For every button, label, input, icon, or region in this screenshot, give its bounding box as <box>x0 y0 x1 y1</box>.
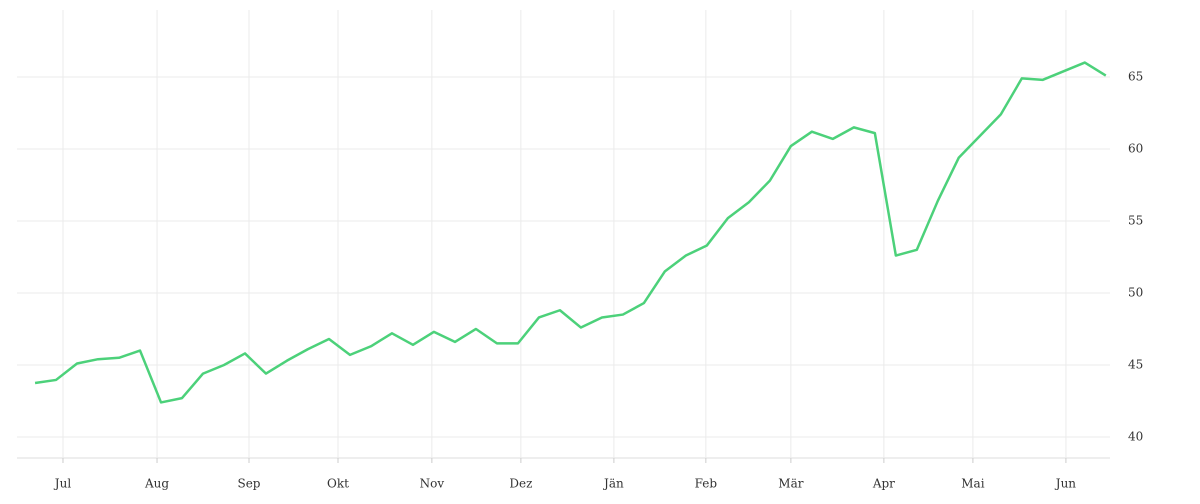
y-tick-label: 50 <box>1128 285 1143 299</box>
x-tick-label: Nov <box>420 477 445 491</box>
x-tick-label: Aug <box>144 477 169 491</box>
x-tick-label: Jun <box>1054 477 1077 491</box>
x-tick-label: Apr <box>872 477 895 491</box>
y-tick-label: 55 <box>1128 213 1143 227</box>
x-tick-label: Jul <box>53 477 72 491</box>
y-tick-label: 45 <box>1128 357 1143 371</box>
x-tick-label: Mai <box>961 477 984 491</box>
y-tick-label: 65 <box>1128 69 1143 83</box>
x-tick-label: Dez <box>509 477 532 491</box>
x-tick-label: Mär <box>778 477 803 491</box>
x-tick-label: Jän <box>602 477 624 491</box>
y-tick-label: 40 <box>1128 429 1143 443</box>
x-tick-label: Sep <box>237 477 260 491</box>
y-tick-label: 60 <box>1128 141 1143 155</box>
x-tick-label: Feb <box>695 477 718 491</box>
x-tick-label: Okt <box>327 477 349 491</box>
line <box>34 61 1107 404</box>
